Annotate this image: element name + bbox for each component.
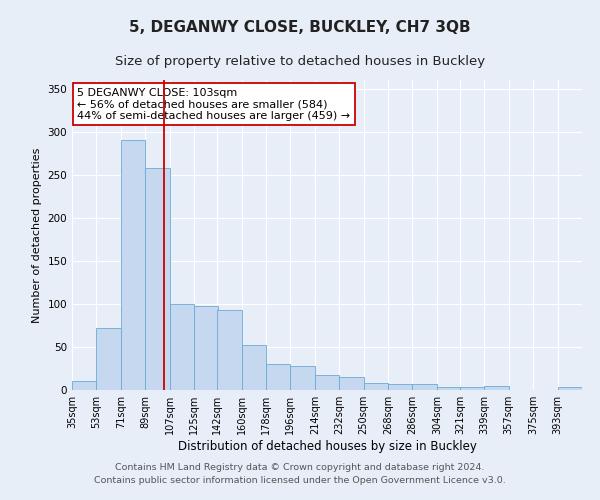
Bar: [194, 306, 218, 390]
Bar: [170, 304, 194, 390]
Bar: [217, 310, 242, 390]
Bar: [437, 386, 461, 390]
Bar: [460, 386, 484, 390]
Bar: [484, 386, 509, 390]
Text: 5 DEGANWY CLOSE: 103sqm
← 56% of detached houses are smaller (584)
44% of semi-d: 5 DEGANWY CLOSE: 103sqm ← 56% of detache…: [77, 88, 350, 121]
Bar: [145, 168, 170, 390]
Bar: [121, 140, 145, 390]
Bar: [97, 328, 121, 390]
Bar: [266, 364, 290, 390]
Bar: [557, 388, 582, 390]
Text: 5, DEGANWY CLOSE, BUCKLEY, CH7 3QB: 5, DEGANWY CLOSE, BUCKLEY, CH7 3QB: [129, 20, 471, 35]
Bar: [339, 377, 364, 390]
Bar: [412, 384, 437, 390]
Bar: [315, 376, 339, 390]
Y-axis label: Number of detached properties: Number of detached properties: [32, 148, 42, 322]
Bar: [72, 382, 97, 390]
Text: Size of property relative to detached houses in Buckley: Size of property relative to detached ho…: [115, 55, 485, 68]
Bar: [290, 366, 315, 390]
Bar: [388, 384, 412, 390]
Bar: [364, 383, 388, 390]
Bar: [242, 345, 266, 390]
X-axis label: Distribution of detached houses by size in Buckley: Distribution of detached houses by size …: [178, 440, 476, 453]
Text: Contains HM Land Registry data © Crown copyright and database right 2024.
Contai: Contains HM Land Registry data © Crown c…: [94, 464, 506, 485]
